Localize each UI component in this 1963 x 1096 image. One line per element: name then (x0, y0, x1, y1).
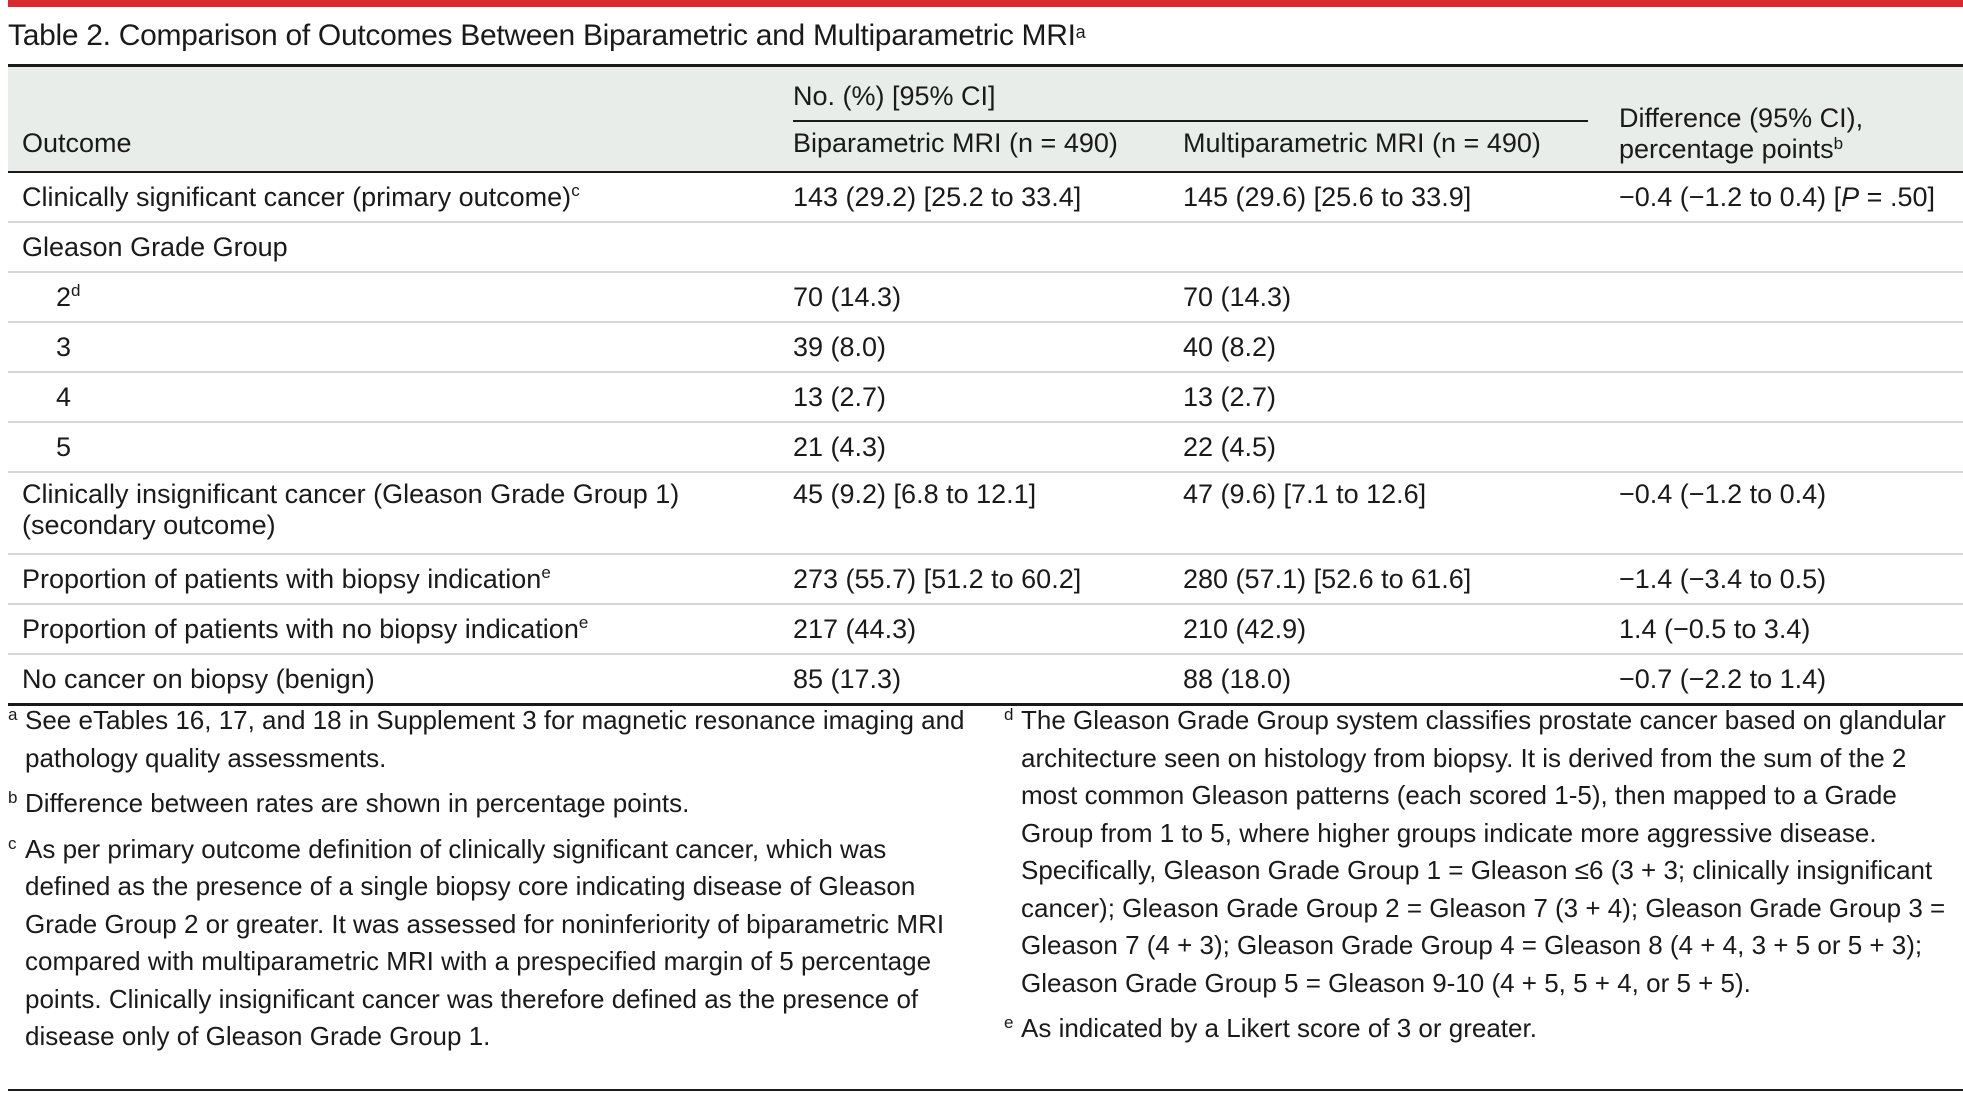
table-row: Proportion of patients with no biopsy in… (8, 603, 1963, 654)
table-row: 3 39 (8.0) 40 (8.2) (8, 321, 1963, 372)
footnote-d: d The Gleason Grade Group system classifi… (1004, 705, 1946, 998)
biparametric-header: Biparametric MRI (n = 490) (793, 128, 1118, 158)
outcomes-table: No. (%) [95% CI] Difference (95% CI), pe… (8, 67, 1963, 706)
table-row: 5 21 (4.3) 22 (4.5) (8, 421, 1963, 472)
table-row: 2d 70 (14.3) 70 (14.3) (8, 271, 1963, 322)
difference-header: Difference (95% CI), percentage pointsb (1619, 103, 1864, 164)
table-row: No cancer on biopsy (benign) 85 (17.3) 8… (8, 653, 1963, 705)
table-title: Table 2. Comparison of Outcomes Between … (8, 19, 1086, 52)
footnotes-right: d The Gleason Grade Group system classifi… (1004, 702, 1963, 1056)
footnote-e: e As indicated by a Likert score of 3 or … (1004, 1013, 1537, 1043)
bottom-rule (8, 1089, 1963, 1091)
group-header: No. (%) [95% CI] (793, 81, 1588, 122)
outcome-header: Outcome (22, 128, 132, 158)
table-row: Clinically insignificant cancer (Gleason… (8, 471, 1963, 554)
footnote-a: a See eTables 16, 17, and 18 in Supplemen… (8, 705, 965, 773)
multiparametric-header: Multiparametric MRI (n = 490) (1183, 128, 1541, 158)
table-row: Gleason Grade Group (8, 221, 1963, 272)
title-rule (8, 64, 1963, 67)
header-row-top: No. (%) [95% CI] Difference (95% CI), pe… (8, 67, 1963, 164)
title-footnote-mark: a (1075, 22, 1086, 42)
table-row: Proportion of patients with biopsy indic… (8, 553, 1963, 604)
top-accent-rule (8, 0, 1963, 7)
table-row: 4 13 (2.7) 13 (2.7) (8, 371, 1963, 422)
table-row: Clinically significant cancer (primary o… (8, 171, 1963, 222)
footnote-b: b Difference between rates are shown in p… (8, 788, 690, 818)
footnote-c: c As per primary outcome definition of cl… (8, 833, 945, 1052)
footnotes-left: a See eTables 16, 17, and 18 in Supplemen… (8, 702, 968, 1064)
